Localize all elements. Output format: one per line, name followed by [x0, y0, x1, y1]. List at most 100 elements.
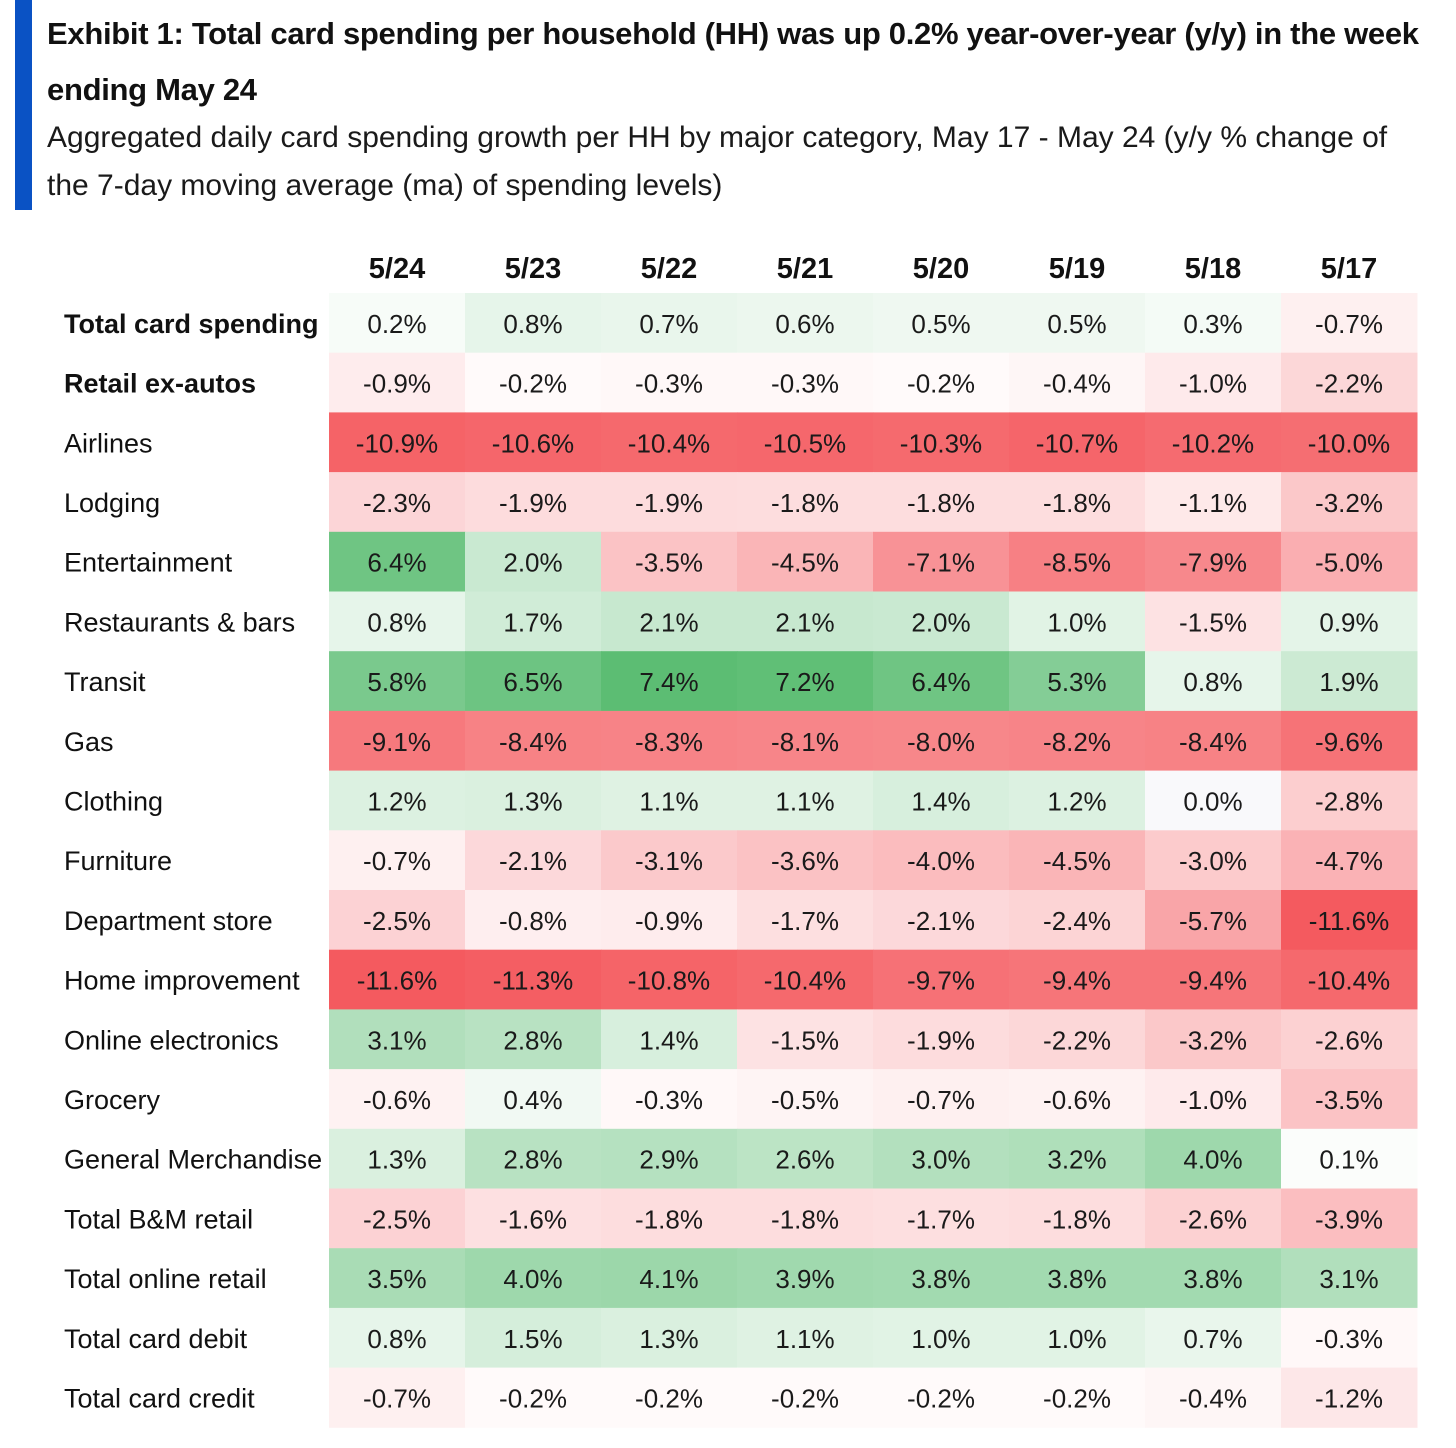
- cell-value-label: 0.0%: [1183, 786, 1242, 816]
- cell-value-label: 2.0%: [911, 607, 970, 637]
- heatmap-cell: [329, 1367, 466, 1428]
- cell-value-label: 2.8%: [503, 1025, 562, 1055]
- row-label: Restaurants & bars: [64, 607, 295, 637]
- heatmap-row: Online electronics 3.1% 2.8% 1.4% -1.5% -1.9%…: [64, 1009, 1418, 1070]
- cell-value-label: -11.3%: [493, 966, 573, 996]
- heatmap-cell: [329, 949, 466, 1010]
- cell-value-label: -1.8%: [635, 1204, 703, 1234]
- heatmap-row: Home improvement -11.6% -11.3% -10.8% -10.4%…: [64, 949, 1418, 1010]
- cell-value-label: 0.8%: [1183, 667, 1242, 697]
- column-header: 5/24: [369, 253, 425, 285]
- cell-value-label: -4.5%: [771, 548, 839, 578]
- heatmap-cell: [601, 1307, 738, 1369]
- cell-value-label: -1.9%: [907, 1025, 975, 1055]
- cell-value-label: 2.8%: [503, 1145, 562, 1175]
- heatmap-cell: [1145, 1367, 1282, 1428]
- heatmap-cell: [873, 472, 1010, 533]
- heatmap-cell: [329, 1307, 466, 1369]
- cell-value-label: -2.5%: [363, 906, 431, 936]
- cell-value-label: 1.2%: [1047, 786, 1106, 816]
- row-label: Furniture: [64, 846, 172, 876]
- cell-value-label: 0.4%: [503, 1085, 562, 1115]
- cell-value-label: -3.2%: [1315, 488, 1383, 518]
- cell-value-label: 6.4%: [367, 548, 426, 578]
- row-label: Retail ex-autos: [64, 369, 256, 399]
- heatmap-cell: [329, 1009, 466, 1070]
- cell-value-label: -4.0%: [907, 846, 975, 876]
- cell-value-label: -0.3%: [635, 1085, 703, 1115]
- row-label: Department store: [64, 906, 273, 936]
- heatmap-cell: [601, 890, 738, 951]
- heatmap-row: Total card spending 0.2% 0.8% 0.7% 0.6% 0.5% 0…: [64, 293, 1418, 354]
- cell-value-label: 1.1%: [775, 1324, 834, 1354]
- cell-value-label: -11.6%: [357, 966, 437, 996]
- heatmap-cell: [737, 1128, 874, 1189]
- cell-value-label: -10.4%: [764, 966, 846, 996]
- cell-value-label: 2.6%: [775, 1145, 834, 1175]
- heatmap-cell: [329, 710, 466, 772]
- cell-value-label: -1.7%: [771, 906, 839, 936]
- cell-value-label: 1.0%: [1047, 607, 1106, 637]
- cell-value-label: -10.4%: [628, 428, 710, 458]
- heatmap-cell: [601, 352, 738, 413]
- heatmap-cell: [873, 770, 1010, 831]
- heatmap-cell: [1145, 531, 1282, 592]
- heatmap-cell: [1281, 293, 1418, 354]
- cell-value-label: -1.0%: [1179, 1085, 1247, 1115]
- heatmap-cell: [465, 1128, 602, 1189]
- heatmap-cell: [873, 412, 1010, 473]
- cell-value-label: -5.0%: [1315, 548, 1383, 578]
- heatmap-cell: [465, 710, 602, 772]
- heatmap-cell: [737, 293, 874, 354]
- cell-value-label: -5.7%: [1179, 906, 1247, 936]
- cell-value-label: 3.8%: [1183, 1264, 1242, 1294]
- heatmap-cell: [873, 1307, 1010, 1369]
- cell-value-label: 1.3%: [639, 1324, 698, 1354]
- cell-value-label: 1.4%: [911, 786, 970, 816]
- heatmap-cell: [465, 352, 602, 413]
- cell-value-label: -0.2%: [635, 1383, 703, 1413]
- heatmap-cell: [465, 472, 602, 533]
- cell-value-label: 0.6%: [775, 309, 834, 339]
- heatmap-cell: [329, 890, 466, 951]
- column-header: 5/21: [777, 253, 833, 285]
- heatmap-cell: [329, 472, 466, 533]
- heatmap-cell: [873, 1009, 1010, 1070]
- heatmap-cell: [737, 531, 874, 592]
- heatmap-cell: [1145, 591, 1282, 652]
- cell-value-label: 1.0%: [1047, 1324, 1106, 1354]
- heatmap-row: Retail ex-autos -0.9% -0.2% -0.3% -0.3% -0.2%…: [64, 352, 1418, 413]
- cell-value-label: -0.2%: [907, 1383, 975, 1413]
- heatmap-cell: [1281, 710, 1418, 772]
- row-label: Home improvement: [64, 966, 300, 996]
- cell-value-label: -0.9%: [635, 906, 703, 936]
- cell-value-label: -2.5%: [363, 1204, 431, 1234]
- cell-value-label: 0.5%: [911, 309, 970, 339]
- cell-value-label: -1.2%: [1315, 1383, 1383, 1413]
- heatmap-cell: [1281, 591, 1418, 652]
- heatmap-cell: [601, 1009, 738, 1070]
- heatmap-cell: [601, 293, 738, 354]
- accent-bar: [15, 0, 32, 210]
- heatmap-cell: [329, 1248, 466, 1309]
- heatmap-cell: [465, 1307, 602, 1369]
- heatmap-cell: [1281, 1307, 1418, 1369]
- heatmap-cell: [1009, 770, 1146, 831]
- heatmap-cell: [1145, 1248, 1282, 1309]
- cell-value-label: -2.8%: [1315, 786, 1383, 816]
- heatmap-row: Transit 5.8% 6.5% 7.4% 7.2% 6.4% 5.3% 0.8% 1.9%: [64, 651, 1418, 712]
- heatmap-cell: [1281, 1128, 1418, 1189]
- cell-value-label: 1.1%: [775, 786, 834, 816]
- cell-value-label: 1.7%: [503, 607, 562, 637]
- cell-value-label: -2.2%: [1315, 369, 1383, 399]
- cell-value-label: -10.0%: [1308, 428, 1390, 458]
- row-label: General Merchandise: [64, 1145, 322, 1175]
- heatmap-cell: [1281, 770, 1418, 831]
- heatmap-cell: [1281, 1188, 1418, 1249]
- heatmap-cell: [1009, 412, 1146, 473]
- heatmap-cell: [465, 1367, 602, 1428]
- row-label: Lodging: [64, 488, 160, 518]
- cell-value-label: -0.4%: [1179, 1383, 1247, 1413]
- row-label: Total B&M retail: [64, 1204, 253, 1234]
- heatmap-cell: [601, 472, 738, 533]
